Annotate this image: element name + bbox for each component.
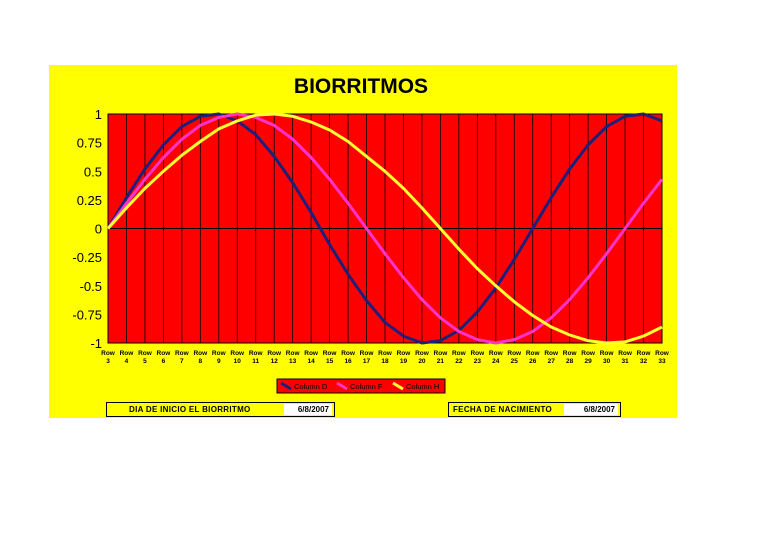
legend-box <box>276 378 446 394</box>
x-tick-label: Row <box>138 350 153 357</box>
x-tick-label: 3 <box>106 358 110 365</box>
birth-date-label: FECHA DE NACIMIENTO <box>453 405 553 414</box>
x-tick-label: Row <box>101 350 116 357</box>
x-tick-label: Row <box>600 350 615 357</box>
x-tick-label: Row <box>360 350 375 357</box>
x-tick-label: 29 <box>585 358 593 365</box>
x-tick-label: 28 <box>566 358 574 365</box>
x-tick-label: Row <box>618 350 633 357</box>
x-tick-label: 32 <box>640 358 648 365</box>
birth-date-field: FECHA DE NACIMIENTO 6/8/2007 <box>448 402 621 417</box>
x-tick-label: Row <box>323 350 338 357</box>
x-tick-label: 16 <box>344 358 352 365</box>
y-tick-label: 0.75 <box>77 136 102 151</box>
x-tick-label: Row <box>378 350 393 357</box>
x-tick-label: 20 <box>418 358 426 365</box>
x-tick-label: 26 <box>529 358 537 365</box>
x-tick-label: 13 <box>289 358 297 365</box>
x-tick-label: 14 <box>308 358 316 365</box>
start-date-field: DIA DE INICIO EL BIORRITMO 6/8/2007 <box>106 402 335 417</box>
x-tick-label: Row <box>397 350 412 357</box>
x-tick-label: Row <box>120 350 135 357</box>
x-tick-label: 24 <box>492 358 500 365</box>
legend-swatch-column-d <box>280 381 292 391</box>
x-tick-label: Row <box>563 350 578 357</box>
start-date-value[interactable]: 6/8/2007 <box>284 404 332 415</box>
x-tick-label: 17 <box>363 358 371 365</box>
x-tick-label: 21 <box>437 358 445 365</box>
x-tick-label: 11 <box>252 358 259 365</box>
x-tick-label: 30 <box>603 358 611 365</box>
x-tick-label: Row <box>452 350 467 357</box>
legend-swatch-column-h <box>392 381 404 391</box>
x-tick-label: 5 <box>143 358 147 365</box>
x-tick-label: Row <box>489 350 504 357</box>
chart-title: BIORRITMOS <box>294 75 428 98</box>
series-line-column-d <box>106 112 663 345</box>
y-tick-label: -0.75 <box>72 307 102 322</box>
series-line-column-h <box>106 112 663 345</box>
legend-swatch-column-f <box>336 381 348 391</box>
x-tick-label: Row <box>341 350 356 357</box>
x-tick-label: Row <box>470 350 485 357</box>
x-tick-label: Row <box>637 350 652 357</box>
x-tick-label: 23 <box>474 358 482 365</box>
x-tick-label: 8 <box>199 358 203 365</box>
x-tick-label: Row <box>157 350 172 357</box>
y-tick-label: 0 <box>95 222 102 237</box>
x-tick-label: Row <box>581 350 596 357</box>
x-tick-label: 33 <box>658 358 666 365</box>
x-tick-label: 25 <box>511 358 519 365</box>
x-tick-label: Row <box>655 350 670 357</box>
x-tick-label: 12 <box>271 358 279 365</box>
chart-panel: BIORRITMOS 1 0.75 0.5 0.25 0 -0.25 -0.5 -0.75 -1… <box>49 65 677 418</box>
x-tick-label: Row <box>526 350 541 357</box>
x-tick-label: Row <box>544 350 559 357</box>
x-tick-label: 9 <box>217 358 221 365</box>
x-tick-label: 18 <box>381 358 389 365</box>
x-tick-label: Row <box>286 350 301 357</box>
y-tick-label: -1 <box>90 336 102 351</box>
x-tick-label: 4 <box>125 358 129 365</box>
y-tick-label: 0.25 <box>77 193 102 208</box>
y-tick-label: -0.5 <box>80 279 102 294</box>
x-tick-label: 10 <box>234 358 242 365</box>
y-tick-label: -0.25 <box>72 250 102 265</box>
x-tick-label: 31 <box>621 358 629 365</box>
start-date-label: DIA DE INICIO EL BIORRITMO <box>129 405 251 414</box>
y-tick-label: 0.5 <box>84 164 102 179</box>
x-tick-label: Row <box>175 350 190 357</box>
x-tick-label: 27 <box>548 358 556 365</box>
x-tick-label: Row <box>415 350 430 357</box>
x-tick-label: Row <box>212 350 227 357</box>
legend-label: Column D <box>294 382 328 391</box>
x-tick-label: 15 <box>326 358 334 365</box>
x-tick-label: Row <box>267 350 282 357</box>
biorritmos-chart: BIORRITMOS 1 0.75 0.5 0.25 0 -0.25 -0.5 -0.75 -1… <box>72 75 670 394</box>
x-tick-label: Row <box>434 350 449 357</box>
x-tick-label: 22 <box>455 358 463 365</box>
legend-label: Column F <box>350 382 383 391</box>
y-tick-label: 1 <box>95 107 102 122</box>
x-tick-label: Row <box>304 350 319 357</box>
x-tick-label: Row <box>249 350 264 357</box>
series-line-column-f <box>106 112 664 345</box>
legend-label: Column H <box>406 382 439 391</box>
x-tick-label: Row <box>193 350 208 357</box>
x-tick-label: 7 <box>180 358 184 365</box>
x-tick-label: Row <box>230 350 245 357</box>
x-tick-label: 6 <box>162 358 166 365</box>
x-tick-label: 19 <box>400 358 408 365</box>
birth-date-value[interactable]: 6/8/2007 <box>564 404 618 415</box>
x-tick-label: Row <box>507 350 522 357</box>
